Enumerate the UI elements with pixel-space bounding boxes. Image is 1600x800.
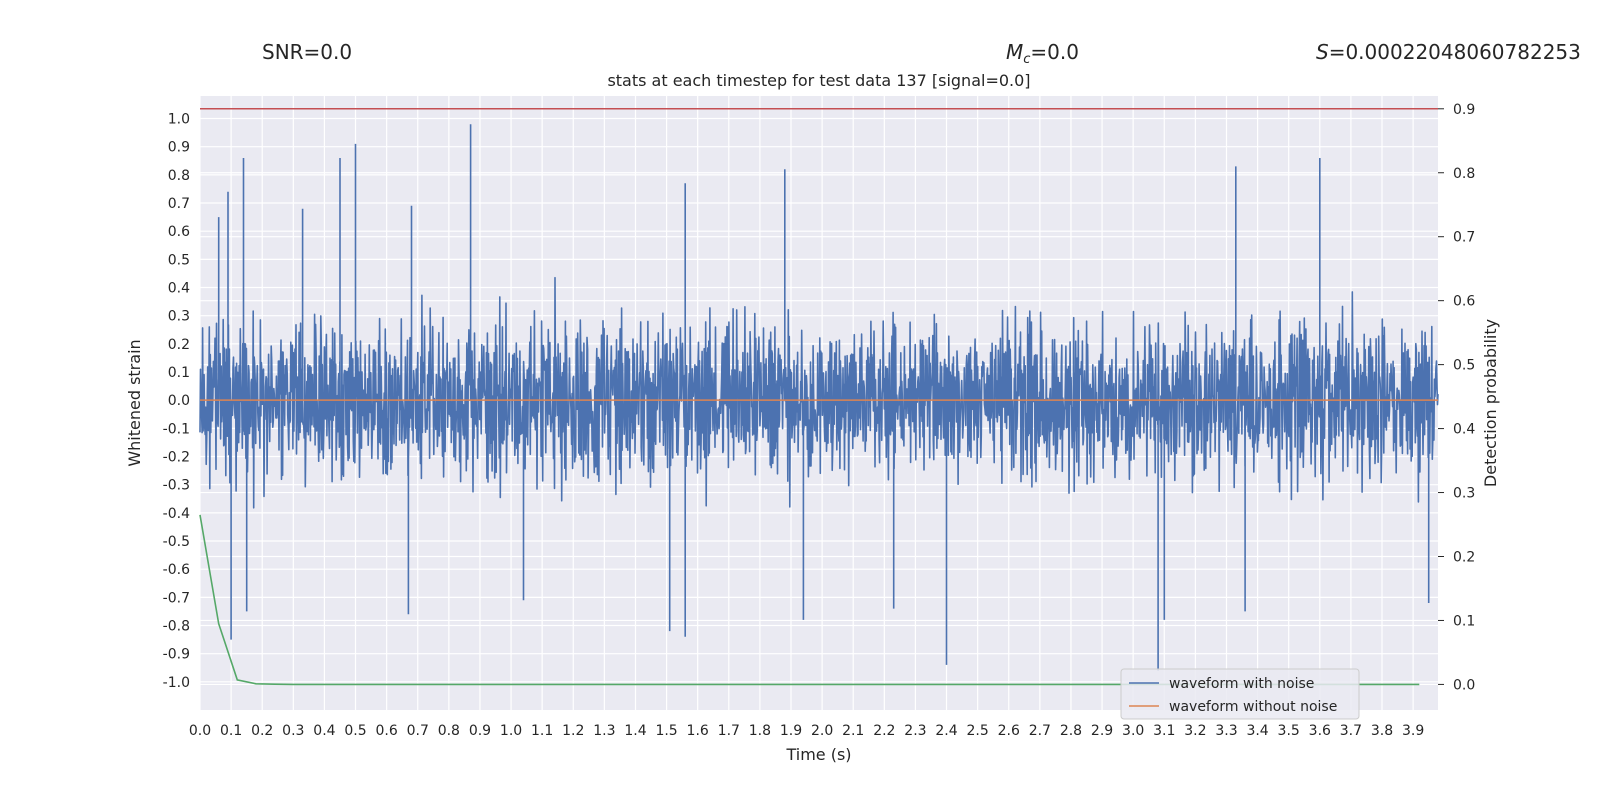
x-tick-label: 1.0 [500, 723, 522, 739]
x-tick-label: 1.9 [780, 723, 802, 739]
y-tick-label-right: 0.9 [1453, 102, 1475, 118]
y-tick-label-right: 0.4 [1453, 422, 1475, 438]
x-tick-label: 3.2 [1184, 723, 1206, 739]
x-tick-label: 0.7 [407, 723, 429, 739]
x-tick-label: 3.4 [1246, 723, 1268, 739]
y-tick-label-left: -0.7 [163, 590, 190, 606]
y-tick-label-left: 0.0 [168, 393, 190, 409]
x-tick-label: 0.1 [220, 723, 242, 739]
series-waveform-with-noise [199, 124, 1439, 671]
chirp-mass-value: =0.0 [1030, 40, 1079, 64]
x-tick-label: 2.2 [873, 723, 895, 739]
x-tick-label: 2.5 [967, 723, 989, 739]
score-label: S=0.00022048060782253 [1316, 40, 1581, 64]
x-tick-label: 0.9 [469, 723, 491, 739]
y-tick-label-left: 0.8 [168, 168, 190, 184]
score-symbol: S [1316, 40, 1329, 64]
x-tick-label: 1.5 [655, 723, 677, 739]
x-tick-label: 3.8 [1371, 723, 1393, 739]
y-axis-left-label: Whitened strain [125, 339, 144, 466]
x-tick-label: 1.1 [531, 723, 553, 739]
x-tick-label: 1.2 [562, 723, 584, 739]
y-tick-label-left: -0.3 [163, 478, 190, 494]
x-tick-label: 3.1 [1153, 723, 1175, 739]
y-tick-label-left: -0.9 [163, 647, 190, 663]
y-tick-label-left: 0.3 [168, 309, 190, 325]
chirp-mass-subscript: c [1023, 52, 1031, 67]
chart-title: stats at each timestep for test data 137… [607, 71, 1030, 90]
x-tick-label: 1.7 [718, 723, 740, 739]
x-tick-label: 0.2 [251, 723, 273, 739]
x-tick-label: 3.3 [1215, 723, 1237, 739]
y-axis-right-label: Detection probability [1481, 319, 1500, 487]
x-axis-label: Time (s) [785, 745, 851, 764]
y-tick-label-left: -1.0 [163, 675, 190, 691]
score-value: =0.00022048060782253 [1328, 40, 1581, 64]
y-tick-label-right: 0.1 [1453, 613, 1475, 629]
snr-label: SNR=0.0 [262, 40, 353, 64]
x-tick-label: 3.5 [1278, 723, 1300, 739]
x-tick-label: 2.7 [1029, 723, 1051, 739]
x-tick-label: 3.6 [1309, 723, 1331, 739]
x-tick-label: 2.8 [1060, 723, 1082, 739]
legend-entry-noise: waveform with noise [1169, 676, 1314, 692]
x-tick-label: 2.9 [1091, 723, 1113, 739]
x-tick-label: 3.0 [1122, 723, 1144, 739]
x-tick-label: 3.9 [1402, 723, 1424, 739]
legend: waveform with noise waveform without noi… [1120, 668, 1360, 720]
y-tick-label-left: -0.4 [163, 506, 190, 522]
y-tick-label-left: 0.5 [168, 252, 190, 268]
x-tick-label: 0.8 [438, 723, 460, 739]
x-tick-label: 3.7 [1340, 723, 1362, 739]
legend-entry-clean: waveform without noise [1169, 699, 1337, 715]
y-tick-label-right: 0.3 [1453, 486, 1475, 502]
x-tick-label: 2.6 [998, 723, 1020, 739]
x-tick-label: 2.0 [811, 723, 833, 739]
y-tick-label-left: -0.2 [163, 450, 190, 466]
x-tick-label: 2.1 [842, 723, 864, 739]
y-tick-label-left: 0.9 [168, 140, 190, 156]
series-detection-probability [199, 514, 1420, 686]
x-tick-label: 1.4 [624, 723, 646, 739]
ticks-layer: 0.0 0.1 0.2 0.3 0.4 0.5 0.6 0.7 0.8 0.9 1.0 1.1 1.2 1… [163, 102, 1476, 739]
x-tick-label: 0.4 [313, 723, 335, 739]
y-tick-label-left: 0.2 [168, 337, 190, 353]
legend-box [1120, 668, 1360, 720]
y-tick-label-left: -0.1 [163, 421, 190, 437]
y-tick-label-right: 0.2 [1453, 550, 1475, 566]
x-tick-label: 0.3 [282, 723, 304, 739]
x-tick-label: 1.6 [687, 723, 709, 739]
series-layer [199, 108, 1439, 686]
grid [199, 96, 1438, 710]
y-tick-label-right: 0.0 [1453, 677, 1475, 693]
y-tick-label-left: -0.8 [163, 619, 190, 635]
y-tick-label-right: 0.8 [1453, 166, 1475, 182]
y-tick-label-left: 0.6 [168, 224, 190, 240]
chirp-mass-symbol: M [1006, 40, 1024, 64]
x-tick-label: 2.4 [935, 723, 957, 739]
y-tick-label-left: 0.7 [168, 196, 190, 212]
y-tick-label-right: 0.7 [1453, 230, 1475, 246]
x-tick-label: 1.8 [749, 723, 771, 739]
x-tick-label: 0.0 [189, 723, 211, 739]
y-tick-label-left: -0.5 [163, 534, 190, 550]
x-tick-label: 0.5 [344, 723, 366, 739]
y-tick-label-left: 1.0 [168, 112, 190, 128]
y-tick-label-right: 0.6 [1453, 294, 1475, 310]
chirp-mass-label: Mc=0.0 [1006, 40, 1079, 67]
x-tick-label: 1.3 [593, 723, 615, 739]
y-tick-label-left: 0.4 [168, 281, 190, 297]
x-tick-label: 2.3 [904, 723, 926, 739]
y-tick-label-right: 0.5 [1453, 358, 1475, 374]
y-tick-label-left: 0.1 [168, 365, 190, 381]
y-tick-label-left: -0.6 [163, 562, 190, 578]
x-tick-label: 0.6 [376, 723, 398, 739]
